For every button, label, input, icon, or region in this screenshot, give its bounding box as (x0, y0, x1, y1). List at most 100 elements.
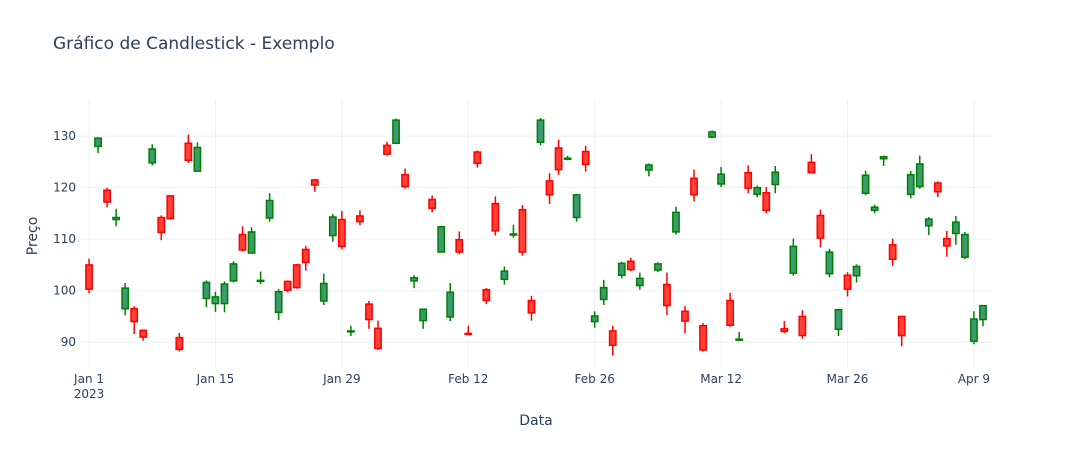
candle (789, 238, 798, 276)
candle-body (319, 282, 328, 302)
candle (979, 304, 987, 327)
candle-body (825, 251, 834, 275)
candle (753, 185, 762, 198)
candle-body (861, 174, 870, 195)
candle-body (961, 233, 969, 258)
candle-body (807, 161, 816, 174)
candle-body (780, 328, 789, 333)
candle (951, 215, 960, 245)
candle (653, 262, 662, 273)
candle-body (699, 324, 707, 351)
candle-body (220, 283, 229, 305)
candle (130, 306, 139, 334)
candle-body (184, 142, 193, 162)
candle-body (608, 330, 617, 347)
candle-body (301, 248, 310, 264)
candle (572, 193, 581, 222)
candle (392, 118, 400, 145)
candle (933, 181, 942, 197)
candle (491, 196, 500, 236)
candle (554, 139, 563, 175)
candle (310, 178, 319, 192)
candle (644, 163, 653, 177)
candle (401, 168, 409, 189)
candle (888, 238, 897, 266)
candle-body (762, 192, 771, 212)
candle (202, 280, 211, 308)
candle-body (708, 131, 716, 138)
candle-body (238, 233, 247, 251)
candle (599, 279, 608, 306)
candle (735, 331, 744, 342)
candle (509, 224, 518, 238)
candle (157, 215, 166, 241)
candle (563, 155, 572, 161)
candle (798, 310, 807, 339)
candle (717, 167, 726, 188)
candle-body (175, 336, 184, 351)
candle-body (247, 231, 256, 254)
candle-body (383, 144, 391, 155)
candle-body (509, 233, 518, 236)
candle (193, 142, 202, 172)
candle (635, 272, 644, 290)
candle-body (121, 287, 130, 310)
candle (238, 226, 247, 252)
candle-body (744, 171, 753, 189)
candle-body (527, 299, 536, 314)
candle (220, 281, 229, 313)
candle-body (690, 177, 698, 196)
x-tick-label: Jan 15 (196, 372, 235, 386)
candle (482, 288, 491, 305)
candle (356, 210, 364, 226)
candle-body (356, 215, 364, 223)
candle-body (202, 281, 211, 300)
candle (518, 205, 527, 256)
candle-body (112, 216, 121, 221)
candle-body (166, 195, 175, 220)
y-axis: 90 100 110 120 130 (53, 129, 76, 349)
candle-body (681, 310, 689, 322)
x-tick-label: Jan 1 (73, 372, 104, 386)
candle-body (789, 245, 798, 274)
candle (139, 329, 148, 341)
candle-body (924, 218, 933, 227)
candle-body (572, 194, 581, 219)
candle-body (265, 199, 274, 219)
candle-body (94, 137, 102, 148)
x-axis-title: Data (519, 413, 552, 429)
candle (292, 263, 301, 289)
candle (410, 275, 419, 289)
candle-body (482, 288, 491, 302)
candle-body (979, 304, 987, 321)
candle-body (626, 260, 635, 271)
candle (816, 209, 825, 248)
candle (807, 154, 816, 174)
candle-body (870, 206, 879, 212)
candle (85, 258, 93, 294)
candle (924, 216, 933, 236)
candle (699, 323, 707, 352)
candle-body (211, 296, 220, 305)
y-tick-label: 120 (53, 181, 76, 195)
candle-body (554, 147, 563, 171)
candle-body (536, 119, 545, 144)
candle-body (726, 299, 735, 326)
x-tick-label: Mar 12 (700, 372, 742, 386)
candle-body (599, 286, 608, 301)
x-tick-label: Apr 9 (958, 372, 990, 386)
candle (428, 195, 437, 213)
candle (283, 280, 292, 293)
candle-body (942, 237, 951, 247)
candle-body (310, 179, 319, 186)
candle (175, 332, 184, 352)
candle (319, 273, 328, 306)
candle-body (337, 218, 346, 248)
candle (256, 271, 265, 284)
candle-body (103, 189, 111, 203)
candle (970, 311, 978, 345)
x-tick-label: Mar 26 (827, 372, 869, 386)
candle (121, 282, 130, 316)
candle (608, 325, 617, 356)
